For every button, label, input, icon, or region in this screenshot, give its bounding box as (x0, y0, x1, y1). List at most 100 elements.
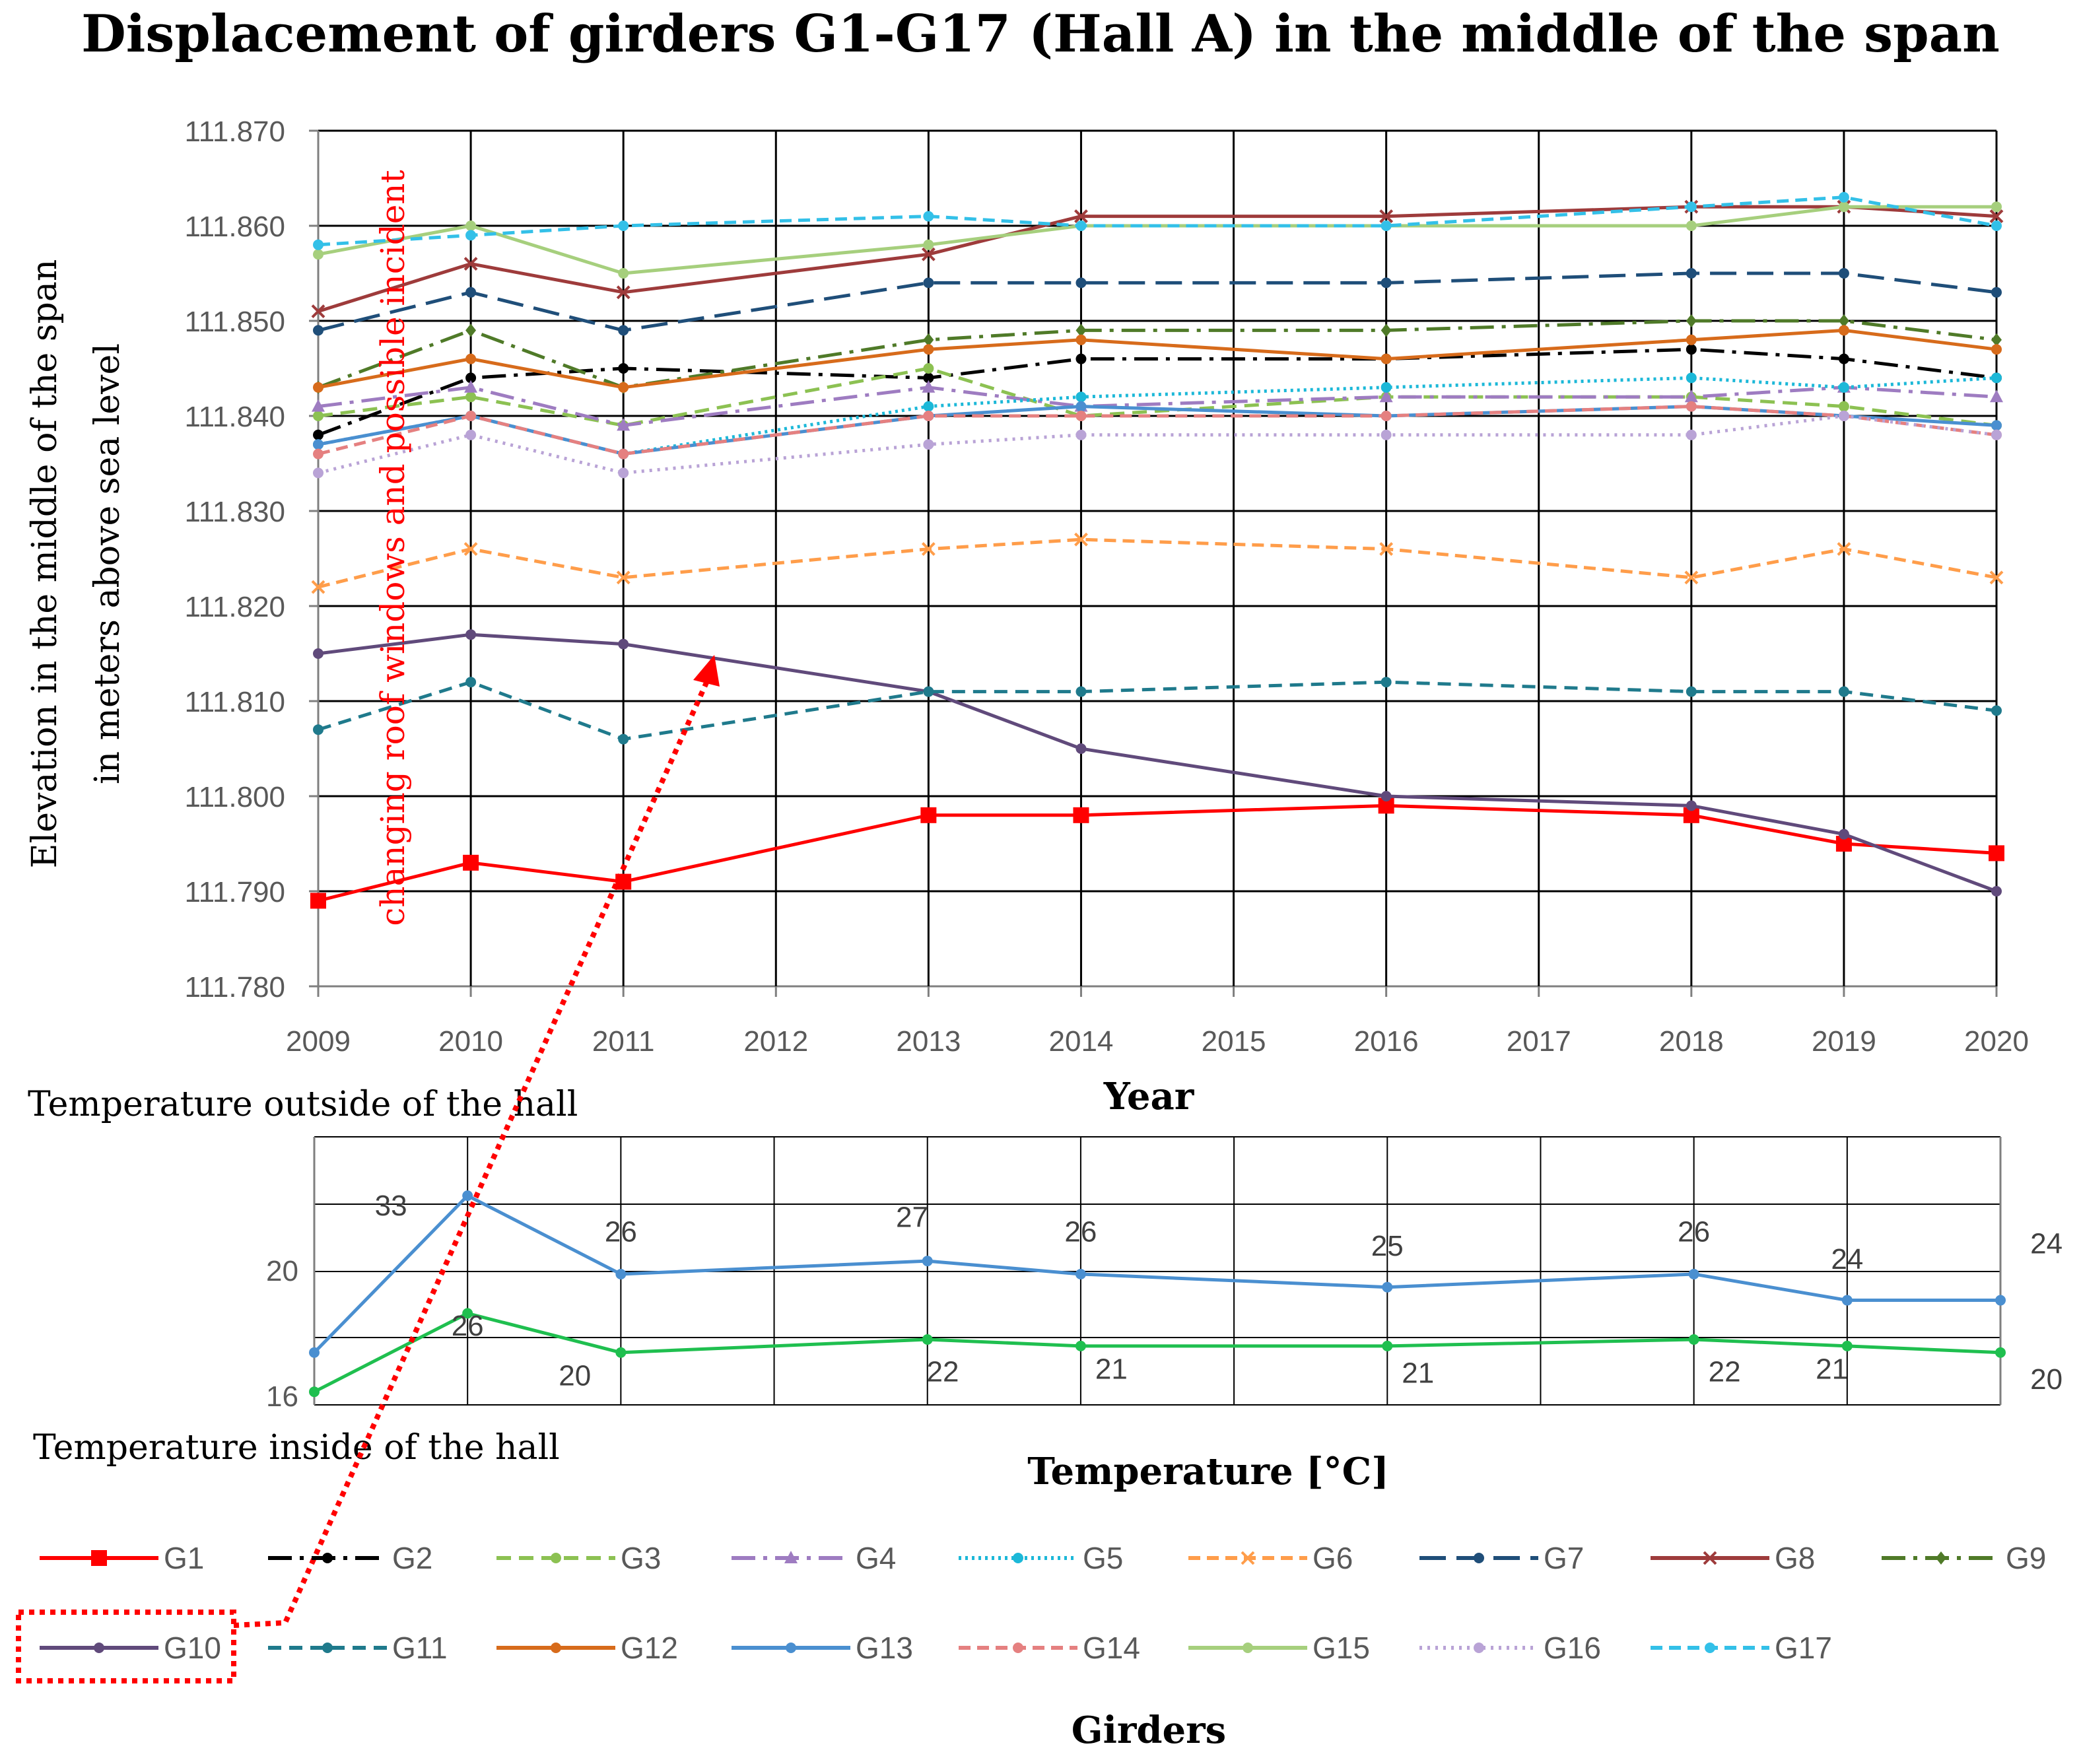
legend-item-g14: G14 (959, 1631, 1140, 1665)
temp-y-tick-label: 20 (266, 1255, 298, 1287)
legend-label: G7 (1544, 1541, 1584, 1575)
series-line (318, 680, 1997, 741)
temperature-point (1995, 1347, 2006, 1358)
data-point (616, 570, 631, 585)
temperature-data-label: 26 (1064, 1215, 1097, 1248)
data-point (1075, 353, 1087, 364)
highlight-box (16, 1610, 236, 1683)
temperature-point (309, 1386, 320, 1398)
data-point (618, 638, 629, 650)
data-point (1381, 677, 1392, 688)
temperature-data-label: 26 (605, 1215, 637, 1248)
series-lines (310, 191, 2004, 909)
legend-marker (1013, 1643, 1023, 1653)
y-axis-ticks: 111.780 111.790 111.800 111.810 111.820 111.8… (184, 116, 285, 1003)
legend-item-g4: G4 (732, 1541, 896, 1575)
data-point (1838, 686, 1849, 697)
data-point (1075, 411, 1087, 421)
data-point (464, 380, 478, 393)
data-point (1989, 570, 2004, 585)
series-g8 (311, 199, 2004, 319)
series-g17 (313, 191, 2002, 250)
x-tick-label: 2018 (1659, 1025, 1724, 1058)
data-point (923, 401, 934, 412)
data-point (1686, 201, 1697, 213)
data-point (1075, 220, 1087, 231)
series-g6 (311, 532, 2004, 594)
y-tick-label: 111.830 (184, 496, 285, 528)
series-g3 (313, 363, 2002, 431)
temperature-data-label: 21 (1095, 1353, 1128, 1385)
temperature-point (1688, 1268, 1699, 1279)
temperature-data-label: 20 (559, 1359, 591, 1392)
data-point (313, 382, 324, 393)
series-line (318, 195, 1997, 247)
series-line (318, 271, 1997, 332)
data-point (1381, 382, 1392, 393)
legend-marker (551, 1643, 561, 1653)
data-point (311, 580, 325, 594)
data-point (465, 230, 477, 241)
data-point (463, 542, 478, 557)
data-point (1686, 314, 1697, 327)
temperature-point (462, 1190, 473, 1202)
legend-item-g9: G9 (1882, 1541, 2046, 1575)
legend-marker (1705, 1643, 1715, 1653)
data-point (1838, 829, 1849, 840)
data-point (313, 249, 324, 260)
temperature-point (922, 1256, 933, 1267)
legend-label: G5 (1083, 1541, 1123, 1575)
data-point (1075, 686, 1087, 697)
legend-marker (91, 1550, 107, 1566)
data-point (1686, 268, 1697, 279)
data-point (1379, 390, 1393, 403)
legend-item-g5: G5 (959, 1541, 1123, 1575)
data-point (313, 467, 324, 479)
temperature-point (1382, 1340, 1393, 1351)
data-point (1684, 570, 1699, 585)
legend-marker (1013, 1553, 1023, 1563)
series-line (318, 414, 1997, 475)
temperature-point (922, 1334, 933, 1345)
series-g15 (313, 201, 2002, 279)
data-point (1838, 382, 1849, 393)
x-tick-label: 2017 (1507, 1025, 1571, 1058)
data-point (1991, 287, 2002, 298)
y-tick-label: 111.800 (184, 781, 285, 813)
data-point (1990, 390, 2003, 403)
data-point (1381, 277, 1392, 288)
data-point (465, 391, 477, 403)
data-point (923, 686, 934, 697)
x-tick-label: 2009 (286, 1025, 351, 1058)
legend-marker (1241, 1551, 1255, 1565)
series-g16 (313, 411, 2002, 479)
y-tick-label: 111.820 (184, 591, 285, 623)
data-point (1379, 542, 1394, 557)
data-point (465, 353, 477, 364)
data-point (465, 677, 477, 688)
temperature-axis-title: Temperature [°C] (1027, 1450, 1388, 1493)
x-tick-label: 2011 (592, 1025, 655, 1058)
data-point (463, 257, 478, 271)
data-point (313, 411, 324, 421)
data-point (1991, 220, 2002, 231)
y-tick-label: 111.810 (184, 686, 285, 718)
data-point (1837, 542, 1851, 557)
displacement-chart: 111.780 111.790 111.800 111.810 111.820 111.8… (25, 116, 2029, 1118)
y-tick-label: 111.780 (184, 971, 285, 1003)
legend-label: G6 (1313, 1541, 1353, 1575)
data-point (465, 287, 477, 298)
temperature-data-label: 22 (1709, 1355, 1741, 1388)
x-tick-label: 2020 (1964, 1025, 2029, 1058)
data-point (1381, 353, 1392, 364)
legend-marker (322, 1553, 333, 1563)
series-line (318, 366, 1997, 427)
temperature-line (313, 1194, 2000, 1354)
temperature-data-label: 24 (2030, 1227, 2063, 1260)
data-point (1381, 429, 1392, 440)
data-point (923, 211, 934, 222)
data-point (1991, 344, 2002, 355)
data-point (923, 372, 934, 384)
series-g4 (312, 380, 2003, 431)
